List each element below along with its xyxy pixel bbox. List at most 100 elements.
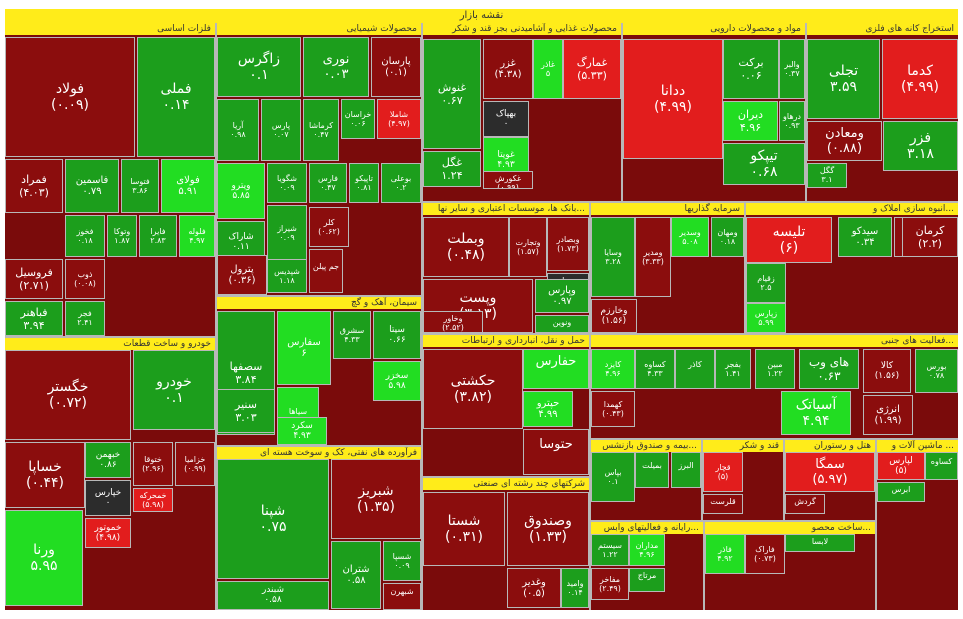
treemap-tile[interactable]: نوری ۰.۰۳ [303, 37, 369, 97]
treemap-tile[interactable]: غنوش ۰.۶۷ [423, 39, 481, 149]
treemap-tile[interactable]: زپارس ۵.۹۹ [746, 303, 786, 333]
treemap-tile[interactable]: کاذر [675, 349, 715, 389]
treemap-tile[interactable]: مبین ۱.۲۲ [755, 349, 795, 389]
treemap-tile[interactable]: ختوقا (۲.۹۶) [133, 442, 173, 486]
treemap-tile[interactable]: شسپا ۰.۰۹ [383, 541, 421, 581]
treemap-tile[interactable]: حفارس [523, 349, 589, 389]
treemap-tile[interactable]: شپدیس ۱.۱۸ [267, 259, 307, 293]
treemap-tile[interactable]: شگویا ۰.۰۹ [267, 163, 307, 203]
treemap-tile[interactable]: بهپاک ۰ [483, 101, 529, 137]
treemap-tile[interactable]: لپارس (۵) [877, 452, 925, 480]
treemap-tile[interactable]: شاملا (۴.۹۷) [377, 99, 421, 139]
treemap-tile[interactable]: فارس ۰.۴۷ [309, 163, 347, 203]
treemap-tile[interactable]: حپترو ۴.۹۹ [523, 391, 573, 427]
treemap-tile[interactable]: زاگرس ۰.۱ [217, 37, 301, 97]
treemap-tile[interactable]: آسیاتک ۴.۹۴ [781, 391, 851, 435]
treemap-tile[interactable]: فاذر ۴.۹۲ [705, 534, 745, 574]
treemap-tile[interactable]: فولاد (۰.۰۹) [5, 37, 135, 157]
treemap-tile[interactable]: شتران ۰.۵۸ [331, 541, 381, 609]
treemap-tile[interactable]: شیراز ۰.۰۹ [267, 205, 307, 261]
treemap-tile[interactable]: شبهرن [383, 583, 421, 610]
treemap-tile[interactable]: پارسان (۰.۱) [371, 37, 421, 97]
treemap-tile[interactable]: ومدیر (۳.۳۳) [635, 217, 671, 297]
treemap-tile[interactable]: وخارزم (۱.۵۶) [591, 299, 637, 333]
treemap-tile[interactable]: کلر (۰.۶۲) [309, 207, 349, 247]
treemap-tile[interactable]: خمحرکه (۵.۹۸) [133, 488, 173, 512]
treemap-tile[interactable]: ددانا (۴.۹۹) [623, 39, 723, 159]
treemap-tile[interactable]: آریا ۰.۹۸ [217, 99, 259, 161]
treemap-tile[interactable]: غکورش (۰.۹۹) [483, 171, 533, 189]
treemap-tile[interactable]: حتوسا [523, 429, 589, 475]
treemap-tile[interactable]: ورنا ۵.۹۵ [5, 510, 83, 606]
treemap-tile[interactable]: خودرو ۰.۱ [133, 350, 215, 430]
treemap-tile[interactable]: البرز [671, 452, 701, 488]
treemap-tile[interactable]: شپنا ۰.۷۵ [217, 459, 329, 579]
treemap-tile[interactable]: کساوه [925, 452, 958, 480]
treemap-tile[interactable]: سفارس ۶ [277, 311, 331, 385]
treemap-tile[interactable]: فلوله ۴.۹۷ [179, 215, 215, 257]
treemap-tile[interactable]: فمراد (۴.۰۳) [5, 159, 63, 213]
treemap-tile[interactable]: کایزد ۴.۹۶ [591, 349, 635, 389]
treemap-tile[interactable]: خبهمن ۰.۸۶ [85, 442, 131, 478]
treemap-tile[interactable]: فخوز ۰.۱۸ [65, 215, 105, 257]
treemap-tile[interactable]: کهمدا (۰.۴۳) [591, 391, 635, 427]
treemap-tile[interactable]: خموتور (۴.۹۸) [85, 518, 131, 548]
treemap-tile[interactable]: برکت ۰.۰۶ [723, 39, 779, 99]
treemap-tile[interactable]: فاراک (۰.۷۳) [745, 534, 785, 574]
treemap-tile[interactable]: وپارس ۰.۹۷ [535, 279, 589, 313]
treemap-tile[interactable]: غگل ۱.۲۴ [423, 151, 481, 187]
treemap-tile[interactable]: وبصادر (۱.۷۳) [547, 217, 589, 271]
treemap-tile[interactable]: خزامیا (۰.۹۹) [175, 442, 215, 486]
treemap-tile[interactable]: سخزر ۵.۹۸ [373, 361, 421, 401]
treemap-tile[interactable]: شبریز (۱.۳۵) [331, 459, 421, 539]
treemap-tile[interactable]: مداران ۴.۹۶ [629, 534, 665, 566]
treemap-tile[interactable]: دیران ۴.۹۶ [723, 101, 778, 141]
treemap-tile[interactable]: وتجارت (۱.۵۷) [509, 217, 547, 277]
treemap-tile[interactable]: مفاخر (۲.۴۹) [591, 568, 629, 600]
treemap-tile[interactable]: ونوین [535, 315, 589, 333]
treemap-tile[interactable]: زقیام ۲.۵ [746, 263, 786, 303]
treemap-tile[interactable]: شبندر ۰.۵۸ [217, 581, 329, 610]
treemap-tile[interactable]: ذوب (۰.۰۸) [65, 259, 105, 299]
treemap-tile[interactable]: غزر (۴.۳۸) [483, 39, 533, 99]
treemap-tile[interactable]: غمارگ (۵.۳۳) [563, 39, 621, 99]
treemap-tile[interactable]: گردش [785, 494, 825, 514]
treemap-tile[interactable]: ومعادن (۰.۸۸) [807, 121, 882, 161]
treemap-tile[interactable]: تلیسه (۶) [746, 217, 832, 263]
treemap-tile[interactable]: خساپا (۰.۴۴) [5, 442, 85, 508]
treemap-tile[interactable]: سیستم ۱.۲۲ [591, 534, 629, 566]
treemap-tile[interactable]: تاپیکو ۰.۸۱ [349, 163, 379, 203]
treemap-tile[interactable]: فاسمین ۰.۷۹ [65, 159, 119, 213]
treemap-tile[interactable]: فباهنر ۳.۹۴ [5, 301, 63, 336]
treemap-tile[interactable]: لابسا [785, 534, 855, 552]
treemap-tile[interactable]: وبملت (۰.۴۸) [423, 217, 509, 277]
treemap-tile[interactable]: وسدیر ۵.۰۸ [671, 217, 709, 257]
treemap-tile[interactable]: ابرس [877, 482, 925, 502]
treemap-tile[interactable]: فروسیل (۲.۷۱) [5, 259, 63, 299]
treemap-tile[interactable]: شستا (۰.۳۱) [423, 492, 505, 566]
treemap-tile[interactable]: وصندوق (۱.۳۳) [507, 492, 589, 566]
treemap-tile[interactable]: سیدکو ۰.۳۴ [838, 217, 892, 257]
treemap-tile[interactable]: فجر ۲.۴۱ [65, 301, 105, 336]
treemap-tile[interactable]: حکشتی (۳.۸۲) [423, 349, 523, 429]
treemap-tile[interactable]: والبر ۰.۳۷ [779, 39, 805, 99]
treemap-tile[interactable]: قلرست [703, 494, 743, 514]
treemap-tile[interactable]: بوعلی ۰.۲ [381, 163, 421, 203]
treemap-tile[interactable]: وامید ۰.۱۴ [561, 568, 589, 608]
treemap-tile[interactable]: پترول (۰.۳۶) [217, 255, 267, 295]
treemap-tile[interactable]: وغدیر (۰.۵) [507, 568, 561, 608]
treemap-tile[interactable]: کساوه ۴.۳۳ [635, 349, 675, 389]
treemap-tile[interactable]: کدما (۴.۹۹) [882, 39, 958, 119]
treemap-tile[interactable]: تیپکو ۰.۶۸ [723, 143, 805, 185]
treemap-tile[interactable]: سمگا (۵.۹۷) [785, 452, 875, 492]
treemap-tile[interactable]: خپارس ۰ [85, 480, 131, 516]
treemap-tile[interactable]: انرژی (۱.۹۹) [863, 395, 913, 435]
treemap-tile[interactable]: فولای ۵.۹۱ [161, 159, 215, 213]
treemap-tile[interactable]: ویترو ۵.۸۵ [217, 163, 265, 219]
treemap-tile[interactable]: کالا (۱.۵۶) [863, 349, 911, 393]
treemap-tile[interactable]: سکرد ۴.۹۳ [277, 417, 327, 445]
treemap-tile[interactable]: سنیر ۳.۰۳ [217, 389, 275, 433]
treemap-tile[interactable]: فملی ۰.۱۴ [137, 37, 215, 157]
treemap-tile[interactable]: غاذر ۵ [533, 39, 563, 99]
treemap-tile[interactable]: بمیلت [635, 452, 669, 488]
